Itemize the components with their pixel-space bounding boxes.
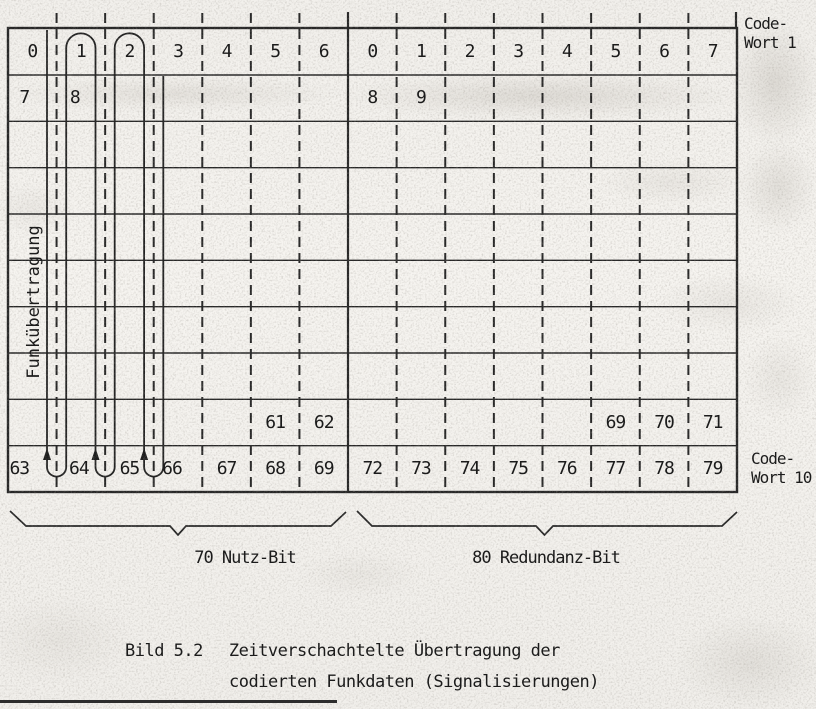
caption-line1: Zeitverschachtelte Übertragung der (228, 641, 561, 661)
grid-cell: 3 (513, 40, 524, 62)
codeword-1-line2: Wort 1 (744, 33, 797, 52)
grid-cell: 7 (707, 40, 719, 62)
grid-cell: 9 (416, 87, 427, 109)
grid-cell: 65 (119, 457, 141, 479)
grid-cell: 6 (659, 40, 670, 62)
grid-cell: 70 (654, 411, 675, 433)
grid-cell: 4 (221, 40, 233, 62)
grid-cell: 72 (362, 457, 383, 479)
grid-cell: 8 (367, 87, 378, 109)
grid-cell: 78 (654, 457, 675, 479)
grid-cell: 73 (411, 457, 432, 479)
grid-cell: 69 (605, 411, 627, 433)
codeword-10-label: Code- Wort 10 (751, 449, 812, 487)
grid-cell: 0 (27, 40, 38, 62)
grid-cell: 76 (556, 457, 578, 479)
grid-cell: 5 (610, 40, 622, 62)
funkuebertragung-label: Funkübertragung (24, 225, 44, 379)
grid-cell: 5 (270, 40, 281, 62)
grid-cell: 67 (216, 457, 238, 479)
grid-cell: 68 (265, 457, 286, 479)
grid-cell: 61 (265, 411, 286, 433)
grid-cell: 66 (162, 457, 183, 479)
codeword-1-label: Code- Wort 1 (744, 14, 797, 52)
figure-number: Bild 5.2 (125, 641, 203, 661)
figure-caption: Bild 5.2 Zeitverschachtelte Übertragung … (125, 636, 599, 698)
codeword-1-line1: Code- (744, 14, 788, 33)
grid-cell: 62 (313, 411, 335, 433)
grid-cell: 2 (124, 40, 136, 62)
grid-cell: 4 (561, 40, 573, 62)
grid-cell: 75 (508, 457, 529, 479)
page-bottom-rule (0, 700, 337, 703)
grid-cell: 77 (605, 457, 627, 479)
grid-cell: 2 (464, 40, 476, 62)
grid-cell: 0 (367, 40, 378, 62)
caption-line2: codierten Funkdaten (Signalisierungen) (229, 672, 599, 692)
redundanz-bit-label: 80 Redundanz-Bit (472, 548, 621, 568)
codeword-10-line1: Code- (751, 449, 795, 468)
codeword-10-line2: Wort 10 (751, 468, 812, 487)
grid-cell: 1 (416, 40, 427, 62)
nutz-bit-label: 70 Nutz-Bit (194, 548, 297, 568)
grid-cell: 64 (69, 457, 90, 479)
grid-cell: 79 (702, 457, 724, 479)
grid-cell: 8 (69, 87, 81, 109)
grid-cell: 74 (459, 457, 481, 479)
grid-cell: 69 (313, 457, 335, 479)
grid-cell: 6 (318, 40, 330, 62)
grid-cell: 71 (702, 411, 724, 433)
grid-cell: 63 (9, 457, 30, 479)
grid-cell: 3 (173, 40, 184, 62)
grid-cell: 1 (75, 40, 87, 62)
grid-cell: 7 (19, 87, 30, 109)
